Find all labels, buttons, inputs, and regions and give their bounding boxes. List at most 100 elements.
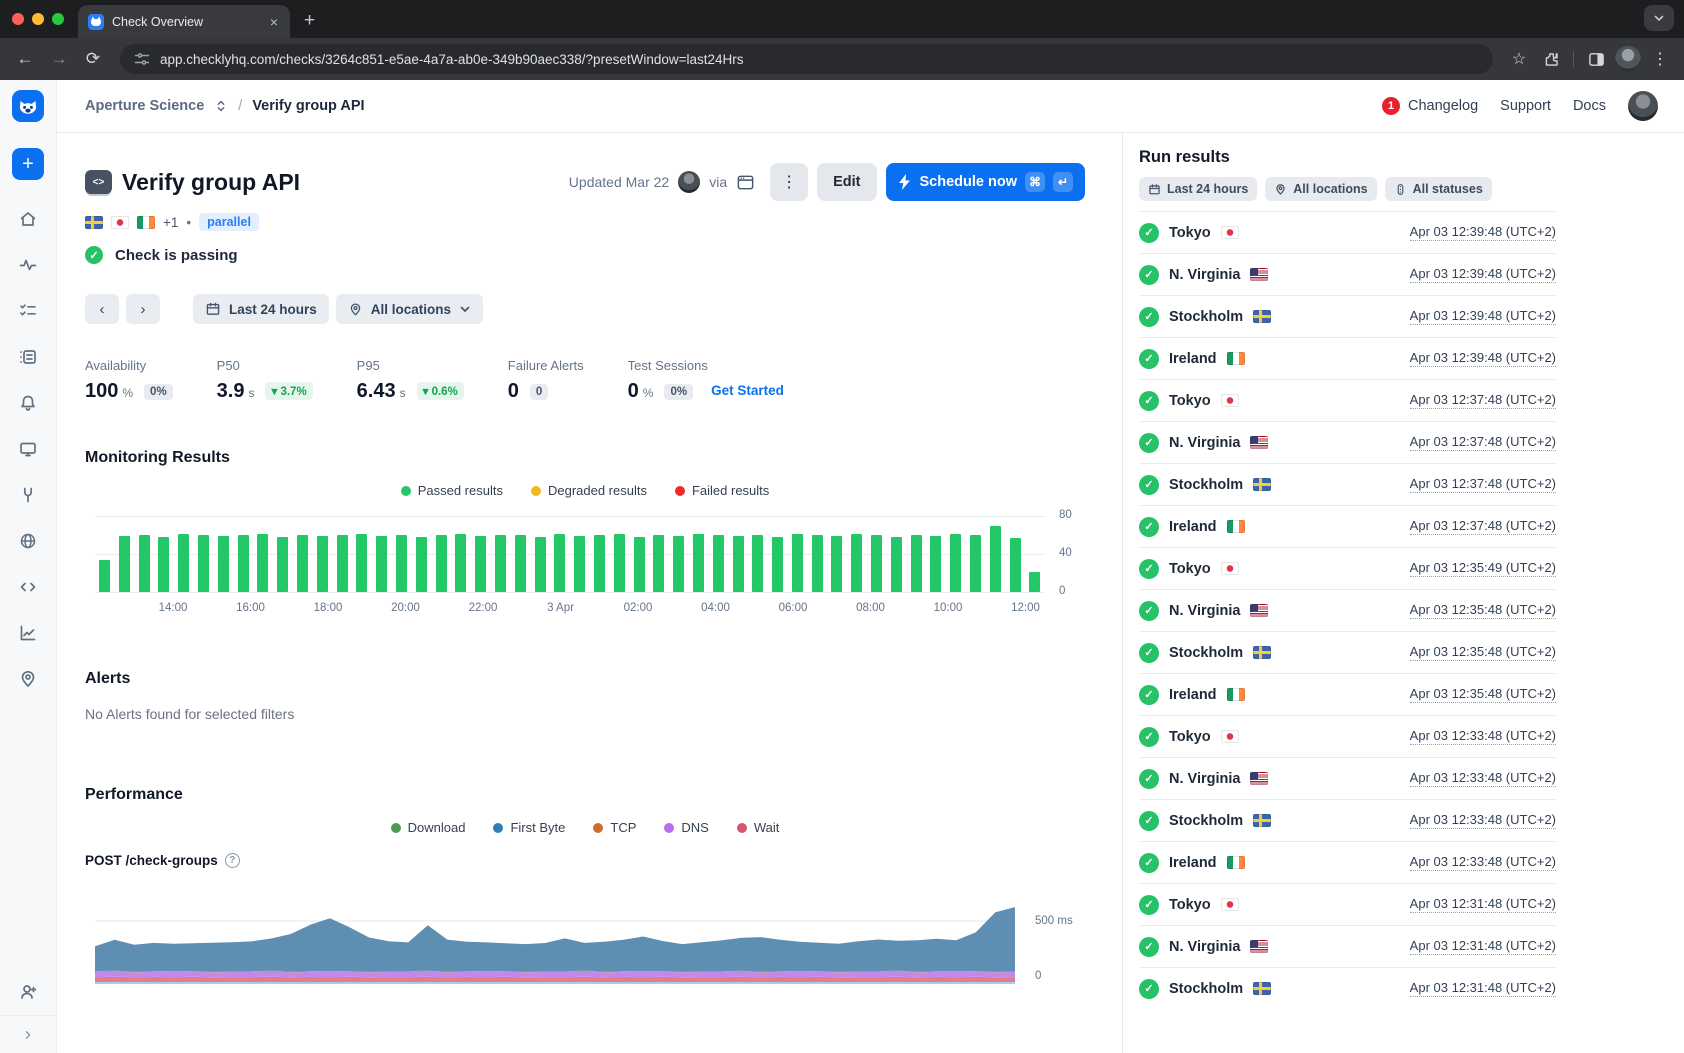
back-button[interactable]: ← (16, 49, 34, 68)
run-result-row[interactable]: ✓ Stockholm Apr 03 12:39:48 (UTC+2) (1139, 295, 1556, 337)
browser-tab[interactable]: Check Overview × (78, 5, 290, 38)
run-result-row[interactable]: ✓ N. Virginia Apr 03 12:33:48 (UTC+2) (1139, 757, 1556, 799)
run-filter-statuses[interactable]: All statuses (1384, 177, 1492, 201)
run-timestamp-link[interactable]: Apr 03 12:37:48 (UTC+2) (1409, 476, 1556, 493)
run-result-row[interactable]: ✓ Ireland Apr 03 12:37:48 (UTC+2) (1139, 505, 1556, 547)
run-timestamp-link[interactable]: Apr 03 12:35:49 (UTC+2) (1409, 560, 1556, 577)
sidebar-item-runs[interactable] (10, 334, 46, 380)
new-tab-button[interactable]: + (304, 10, 316, 31)
run-result-row[interactable]: ✓ Tokyo Apr 03 12:33:48 (UTC+2) (1139, 715, 1556, 757)
run-timestamp-link[interactable]: Apr 03 12:37:48 (UTC+2) (1409, 518, 1556, 535)
run-filter-time[interactable]: Last 24 hours (1139, 177, 1258, 201)
checkly-logo[interactable] (12, 90, 44, 122)
passed-results-bar[interactable] (316, 535, 328, 592)
user-avatar[interactable] (1628, 91, 1658, 121)
run-timestamp-link[interactable]: Apr 03 12:33:48 (UTC+2) (1409, 728, 1556, 745)
browser-menu-icon[interactable]: ⋮ (1652, 51, 1668, 68)
passed-results-bar[interactable] (950, 534, 962, 592)
passed-results-bar[interactable] (138, 535, 150, 592)
site-settings-icon[interactable] (134, 51, 150, 67)
run-result-row[interactable]: ✓ Stockholm Apr 03 12:35:48 (UTC+2) (1139, 631, 1556, 673)
sidebar-item-analytics[interactable] (10, 610, 46, 656)
run-result-row[interactable]: ✓ Stockholm Apr 03 12:33:48 (UTC+2) (1139, 799, 1556, 841)
passed-results-bar[interactable] (1009, 537, 1021, 592)
run-timestamp-link[interactable]: Apr 03 12:33:48 (UTC+2) (1409, 812, 1556, 829)
run-result-row[interactable]: ✓ Tokyo Apr 03 12:37:48 (UTC+2) (1139, 379, 1556, 421)
passed-results-bar[interactable] (871, 535, 883, 592)
passed-results-bar[interactable] (118, 535, 130, 592)
passed-results-bar[interactable] (356, 534, 368, 592)
passed-results-bar[interactable] (455, 534, 467, 592)
performance-area-chart[interactable]: 500 ms 0 (95, 882, 1073, 984)
run-filter-locations[interactable]: All locations (1265, 177, 1377, 201)
passed-results-bar[interactable] (494, 535, 506, 592)
run-timestamp-link[interactable]: Apr 03 12:37:48 (UTC+2) (1409, 392, 1556, 409)
window-minimize-button[interactable] (32, 13, 44, 25)
passed-results-bar[interactable] (811, 535, 823, 592)
browser-profile-avatar[interactable] (1614, 45, 1642, 73)
run-timestamp-link[interactable]: Apr 03 12:39:48 (UTC+2) (1409, 350, 1556, 367)
tab-search-chevron-icon[interactable] (1644, 5, 1674, 31)
passed-results-bar[interactable] (772, 536, 784, 592)
account-switcher-chevrons-icon[interactable] (214, 98, 228, 114)
passed-results-bar[interactable] (692, 534, 704, 592)
more-actions-button[interactable]: ⋮ (770, 163, 809, 201)
get-started-link[interactable]: Get Started (711, 383, 784, 398)
invite-user-icon[interactable] (10, 969, 46, 1015)
passed-results-bar[interactable] (851, 534, 863, 592)
time-range-filter[interactable]: Last 24 hours (193, 294, 329, 324)
run-timestamp-link[interactable]: Apr 03 12:39:48 (UTC+2) (1409, 308, 1556, 325)
extensions-icon[interactable] (1537, 45, 1565, 73)
edit-button[interactable]: Edit (817, 163, 877, 201)
bookmark-star-icon[interactable]: ☆ (1511, 51, 1527, 68)
passed-results-bar[interactable] (277, 536, 289, 592)
run-result-row[interactable]: ✓ Ireland Apr 03 12:33:48 (UTC+2) (1139, 841, 1556, 883)
passed-results-bar[interactable] (930, 535, 942, 592)
passed-results-bar[interactable] (415, 536, 427, 592)
passed-results-bar[interactable] (1029, 572, 1041, 592)
passed-results-bar[interactable] (732, 535, 744, 592)
passed-results-bar[interactable] (435, 535, 447, 592)
passed-results-bar[interactable] (613, 534, 625, 592)
passed-results-bar[interactable] (217, 535, 229, 592)
passed-results-bar[interactable] (376, 535, 388, 592)
sidebar-item-snippets[interactable] (10, 564, 46, 610)
account-switcher[interactable]: Aperture Science (85, 98, 205, 114)
run-result-row[interactable]: ✓ Stockholm Apr 03 12:31:48 (UTC+2) (1139, 967, 1556, 1009)
passed-results-bar[interactable] (395, 535, 407, 592)
next-period-button[interactable]: › (126, 294, 160, 324)
run-result-row[interactable]: ✓ Stockholm Apr 03 12:37:48 (UTC+2) (1139, 463, 1556, 505)
passed-results-bar[interactable] (831, 535, 843, 592)
passed-results-bar[interactable] (554, 534, 566, 592)
run-timestamp-link[interactable]: Apr 03 12:31:48 (UTC+2) (1409, 938, 1556, 955)
run-result-row[interactable]: ✓ Ireland Apr 03 12:35:48 (UTC+2) (1139, 673, 1556, 715)
docs-link[interactable]: Docs (1572, 98, 1606, 114)
sidebar-item-locations[interactable] (10, 656, 46, 702)
locations-filter[interactable]: All locations (335, 294, 484, 324)
sidebar-item-maintenance[interactable] (10, 472, 46, 518)
passed-results-bar[interactable] (514, 535, 526, 592)
run-result-row[interactable]: ✓ N. Virginia Apr 03 12:37:48 (UTC+2) (1139, 421, 1556, 463)
sidebar-expand-button[interactable] (0, 1015, 57, 1053)
passed-results-bar[interactable] (574, 535, 586, 592)
run-result-row[interactable]: ✓ N. Virginia Apr 03 12:31:48 (UTC+2) (1139, 925, 1556, 967)
passed-results-bar[interactable] (237, 535, 249, 592)
run-result-row[interactable]: ✓ Ireland Apr 03 12:39:48 (UTC+2) (1139, 337, 1556, 379)
window-maximize-button[interactable] (52, 13, 64, 25)
passed-results-bar[interactable] (593, 535, 605, 592)
passed-results-bar[interactable] (197, 535, 209, 592)
sidebar-item-test-sessions[interactable] (10, 288, 46, 334)
sidebar-item-private-locations[interactable] (10, 518, 46, 564)
passed-results-bar[interactable] (336, 535, 348, 592)
schedule-now-button[interactable]: Schedule now ⌘ ↵ (885, 163, 1085, 201)
passed-results-bar[interactable] (178, 534, 190, 592)
window-close-button[interactable] (12, 13, 24, 25)
passed-results-bar[interactable] (712, 535, 724, 592)
run-timestamp-link[interactable]: Apr 03 12:35:48 (UTC+2) (1409, 644, 1556, 661)
previous-period-button[interactable]: ‹ (85, 294, 119, 324)
passed-results-bar[interactable] (296, 535, 308, 592)
run-timestamp-link[interactable]: Apr 03 12:33:48 (UTC+2) (1409, 770, 1556, 787)
run-timestamp-link[interactable]: Apr 03 12:33:48 (UTC+2) (1409, 854, 1556, 871)
passed-results-bar[interactable] (633, 536, 645, 592)
monitoring-bar-chart[interactable]: 80 40 0 (95, 509, 1072, 597)
